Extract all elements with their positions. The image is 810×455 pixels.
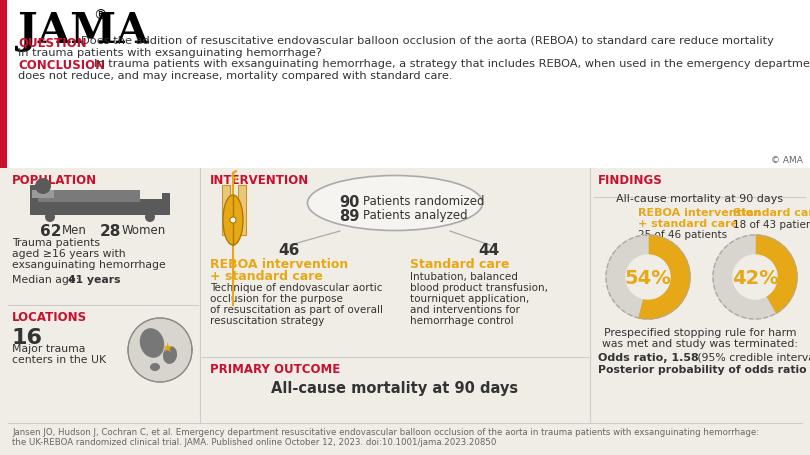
Bar xyxy=(32,191,54,198)
Text: Posterior probability of odds ratio >1 (harm) = 86.9%: Posterior probability of odds ratio >1 (… xyxy=(598,364,810,374)
Text: and interventions for: and interventions for xyxy=(410,304,520,314)
Text: aged ≥16 years with: aged ≥16 years with xyxy=(12,248,126,258)
Text: QUESTION: QUESTION xyxy=(18,36,87,49)
Text: LOCATIONS: LOCATIONS xyxy=(12,310,87,324)
Text: Median age:: Median age: xyxy=(12,274,79,284)
Text: 89: 89 xyxy=(339,208,360,223)
Ellipse shape xyxy=(163,346,177,364)
Bar xyxy=(0,0,7,168)
Text: Patients randomized: Patients randomized xyxy=(363,195,484,207)
Text: was met and study was terminated:: was met and study was terminated: xyxy=(602,338,798,348)
Polygon shape xyxy=(637,236,690,319)
Text: 25 of 46 patients: 25 of 46 patients xyxy=(638,229,727,239)
Polygon shape xyxy=(626,255,670,299)
Text: Technique of endovascular aortic: Technique of endovascular aortic xyxy=(210,283,382,293)
Text: Major trauma: Major trauma xyxy=(12,343,85,353)
Text: 44: 44 xyxy=(478,243,499,258)
Text: Odds ratio, 1.58: Odds ratio, 1.58 xyxy=(598,352,699,362)
Text: 16: 16 xyxy=(12,327,43,347)
Text: + standard care: + standard care xyxy=(210,269,323,283)
Text: ★: ★ xyxy=(161,341,173,354)
Text: of resuscitation as part of overall: of resuscitation as part of overall xyxy=(210,304,383,314)
Text: occlusion for the purpose: occlusion for the purpose xyxy=(210,293,343,303)
Text: 42%: 42% xyxy=(731,268,778,287)
Text: 41 years: 41 years xyxy=(68,274,121,284)
Text: Standard care: Standard care xyxy=(733,207,810,217)
Text: Men: Men xyxy=(62,223,87,237)
Ellipse shape xyxy=(308,176,483,231)
Ellipse shape xyxy=(223,196,243,245)
Text: REBOA intervention: REBOA intervention xyxy=(638,207,761,217)
Text: Jansen JO, Hudson J, Cochran C, et al. Emergency department resuscitative endova: Jansen JO, Hudson J, Cochran C, et al. E… xyxy=(12,427,759,436)
Bar xyxy=(162,193,170,216)
Text: FINDINGS: FINDINGS xyxy=(598,174,663,187)
Text: Trauma patients: Trauma patients xyxy=(12,238,100,248)
Text: In trauma patients with exsanguinating hemorrhage, a strategy that includes REBO: In trauma patients with exsanguinating h… xyxy=(94,59,810,69)
Text: does not reduce, and may increase, mortality compared with standard care.: does not reduce, and may increase, morta… xyxy=(18,71,453,81)
Text: tourniquet application,: tourniquet application, xyxy=(410,293,529,303)
Text: exsanguinating hemorrhage: exsanguinating hemorrhage xyxy=(12,259,166,269)
Text: in trauma patients with exsanguinating hemorrhage?: in trauma patients with exsanguinating h… xyxy=(18,48,322,58)
Bar xyxy=(30,186,38,216)
Circle shape xyxy=(230,217,236,223)
Text: All-cause mortality at 90 days: All-cause mortality at 90 days xyxy=(616,193,783,203)
Polygon shape xyxy=(733,255,777,299)
Ellipse shape xyxy=(140,329,164,358)
Text: blood product transfusion,: blood product transfusion, xyxy=(410,283,548,293)
Text: 62: 62 xyxy=(40,223,62,238)
Circle shape xyxy=(45,212,55,222)
Text: centers in the UK: centers in the UK xyxy=(12,354,106,364)
Text: 18 of 43 patients: 18 of 43 patients xyxy=(733,219,810,229)
Text: Intubation, balanced: Intubation, balanced xyxy=(410,271,518,281)
Text: Patients analyzed: Patients analyzed xyxy=(363,208,467,222)
Bar xyxy=(238,186,246,236)
Text: hemorrhage control: hemorrhage control xyxy=(410,315,514,325)
Text: Standard care: Standard care xyxy=(410,258,509,270)
Ellipse shape xyxy=(150,363,160,371)
Text: the UK-REBOA randomized clinical trial. JAMA. Published online October 12, 2023.: the UK-REBOA randomized clinical trial. … xyxy=(12,437,497,446)
Circle shape xyxy=(145,212,155,222)
Text: 90: 90 xyxy=(339,195,360,210)
Text: JAMA: JAMA xyxy=(18,10,148,52)
Polygon shape xyxy=(755,236,797,314)
Circle shape xyxy=(128,318,192,382)
Text: ®: ® xyxy=(93,9,107,23)
Text: 28: 28 xyxy=(100,223,122,238)
Text: CONCLUSION: CONCLUSION xyxy=(18,59,105,72)
Polygon shape xyxy=(606,236,648,318)
Text: Prespecified stopping rule for harm: Prespecified stopping rule for harm xyxy=(603,327,796,337)
Text: (95% credible interval, 0.72 to 3.52);: (95% credible interval, 0.72 to 3.52); xyxy=(694,352,810,362)
Text: INTERVENTION: INTERVENTION xyxy=(210,174,309,187)
Circle shape xyxy=(35,179,51,195)
Bar xyxy=(222,186,230,236)
Polygon shape xyxy=(713,236,775,319)
Text: All-cause mortality at 90 days: All-cause mortality at 90 days xyxy=(271,380,518,395)
Text: Does the addition of resuscitative endovascular balloon occlusion of the aorta (: Does the addition of resuscitative endov… xyxy=(81,36,774,46)
Text: POPULATION: POPULATION xyxy=(12,174,97,187)
Bar xyxy=(30,200,170,216)
Text: © AMA: © AMA xyxy=(771,156,803,165)
Text: PRIMARY OUTCOME: PRIMARY OUTCOME xyxy=(210,362,340,375)
Text: 54%: 54% xyxy=(625,268,671,287)
Text: Women: Women xyxy=(122,223,166,237)
Bar xyxy=(30,191,140,202)
Bar xyxy=(0,0,810,168)
Text: 46: 46 xyxy=(278,243,300,258)
Text: REBOA intervention: REBOA intervention xyxy=(210,258,348,270)
Text: + standard care: + standard care xyxy=(638,218,738,228)
Text: resuscitation strategy: resuscitation strategy xyxy=(210,315,324,325)
